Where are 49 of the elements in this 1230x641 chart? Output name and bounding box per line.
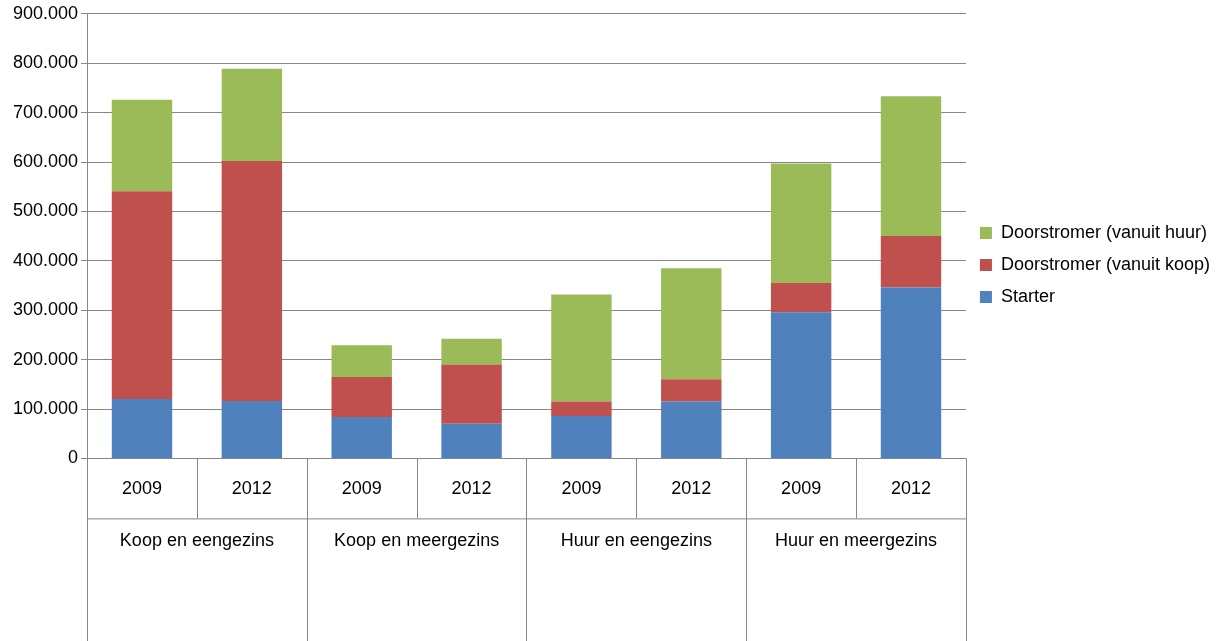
bar: [221, 68, 283, 162]
bar: [551, 294, 612, 402]
bar: [770, 283, 832, 313]
y-tick-label: 500.000: [12, 200, 79, 221]
bar: [661, 268, 722, 380]
text: Koop en eengezins: [119, 530, 274, 551]
bar: [331, 376, 392, 417]
bar: [331, 345, 392, 377]
y-tick-label: 100.000: [12, 397, 79, 418]
y-tick-label: 700.000: [12, 101, 79, 122]
x-tick-label: 2012: [231, 478, 272, 499]
bar: [551, 415, 612, 458]
x-tick-label: 2009: [561, 478, 602, 499]
x-tick-label: 2012: [451, 478, 492, 499]
bar: [661, 379, 722, 402]
bar: [880, 287, 942, 458]
text: Huur en meergezins: [775, 530, 938, 551]
bar: [111, 99, 173, 192]
x-tick-label: 2009: [341, 478, 382, 499]
x-tick-label: 2012: [890, 478, 932, 499]
bar: [111, 191, 173, 400]
y-tick-label: 800.000: [12, 52, 79, 73]
bar: [770, 163, 832, 284]
y-tick-label: 200.000: [12, 348, 79, 369]
bar: [221, 161, 283, 402]
bar: [331, 416, 392, 458]
bar: [551, 401, 612, 416]
x-tick-label: 2009: [781, 478, 822, 499]
text: Koop en meergezins: [334, 530, 500, 551]
y-tick-label: 400.000: [12, 249, 79, 270]
bar: [111, 399, 173, 458]
y-tick-label: 300.000: [12, 299, 79, 320]
bar: [441, 338, 502, 365]
bar: [221, 401, 283, 458]
legend-label: Starter: [1000, 285, 1055, 306]
x-tick-label: 2009: [121, 478, 163, 499]
x-tick-label: 2012: [671, 478, 712, 499]
bar: [880, 236, 942, 288]
bar: [661, 401, 722, 458]
y-tick-label: 900.000: [12, 2, 79, 23]
y-tick-label: 0: [68, 447, 79, 468]
legend-label: Doorstromer (vanuit huur): [1000, 221, 1207, 242]
bar: [770, 312, 832, 458]
y-tick-label: 600.000: [12, 150, 79, 171]
bar: [441, 364, 502, 424]
bar: [880, 96, 942, 237]
legend-label: Doorstromer (vanuit koop): [1000, 253, 1210, 274]
text: Huur en eengezins: [560, 530, 712, 551]
bar: [441, 423, 502, 458]
